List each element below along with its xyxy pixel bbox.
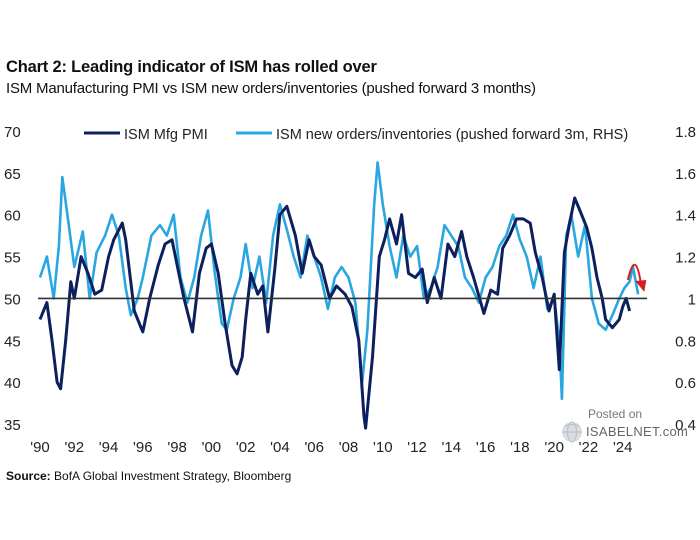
watermark-posted: Posted on xyxy=(588,407,643,421)
x-tick-label: '00 xyxy=(202,439,222,456)
x-tick-label: '92 xyxy=(64,439,84,456)
source-note: Source: BofA Global Investment Strategy,… xyxy=(6,469,291,483)
annotation-layer xyxy=(626,263,647,293)
y-left-tick-label: 55 xyxy=(4,250,21,267)
y-left-tick-label: 50 xyxy=(4,291,21,308)
x-tick-label: '08 xyxy=(339,439,359,456)
x-tick-label: '02 xyxy=(236,439,256,456)
y-right-tick-label: 1.8 xyxy=(675,124,696,141)
x-tick-label: '10 xyxy=(373,439,393,456)
x-tick-label: '24 xyxy=(613,439,633,456)
annotation-arrow-head xyxy=(635,280,647,293)
x-tick-label: '20 xyxy=(544,439,564,456)
y-left-tick-label: 70 xyxy=(4,124,21,141)
chart-subtitle: ISM Manufacturing PMI vs ISM new orders/… xyxy=(6,80,536,97)
x-tick-label: '04 xyxy=(270,439,290,456)
x-tick-label: '16 xyxy=(476,439,496,456)
y-left-tick-label: 40 xyxy=(4,375,21,392)
y-right-tick-label: 0.6 xyxy=(675,375,696,392)
globe-icon xyxy=(562,421,582,443)
x-tick-label: '98 xyxy=(167,439,187,456)
x-tick-label: '06 xyxy=(304,439,324,456)
x-tick-label: '12 xyxy=(407,439,427,456)
legend-label-pmi: ISM Mfg PMI xyxy=(124,127,208,143)
y-left-tick-label: 65 xyxy=(4,166,21,183)
y-right-tick-label: 0.8 xyxy=(675,333,696,350)
y-right-tick-label: 0.4 xyxy=(675,417,696,434)
y-right-tick-label: 1.4 xyxy=(675,208,696,225)
source-label: Source: xyxy=(6,469,51,483)
x-tick-label: '90 xyxy=(30,439,50,456)
y-left-tick-label: 60 xyxy=(4,208,21,225)
y-left-tick-label: 45 xyxy=(4,333,21,350)
x-tick-label: '94 xyxy=(99,439,119,456)
y-right-tick-label: 1.6 xyxy=(675,166,696,183)
x-tick-label: '22 xyxy=(579,439,599,456)
series-line-pmi xyxy=(38,196,632,430)
source-text: BofA Global Investment Strategy, Bloombe… xyxy=(50,469,292,483)
watermark-site: ISABELNET.com xyxy=(586,424,689,439)
x-tick-label: '96 xyxy=(133,439,153,456)
chart-title: Chart 2: Leading indicator of ISM has ro… xyxy=(6,58,377,76)
legend: ISM Mfg PMI ISM new orders/inventories (… xyxy=(84,127,628,143)
annotation-arrow-curve xyxy=(626,263,643,287)
y-left-tick-label: 35 xyxy=(4,417,21,434)
legend-label-ratio: ISM new orders/inventories (pushed forwa… xyxy=(276,127,628,143)
x-tick-label: '18 xyxy=(510,439,530,456)
axis-layer: 35 40 45 50 55 60 65 70 0.4 0.6 0.8 1 1.2 1.4 1.6 1.8 '9… xyxy=(4,124,696,456)
watermark: Posted on ISABELNET.com xyxy=(560,406,696,446)
series-layer xyxy=(38,161,640,430)
y-right-tick-label: 1 xyxy=(688,291,696,308)
x-tick-label: '14 xyxy=(442,439,462,456)
y-right-tick-label: 1.2 xyxy=(675,250,696,267)
